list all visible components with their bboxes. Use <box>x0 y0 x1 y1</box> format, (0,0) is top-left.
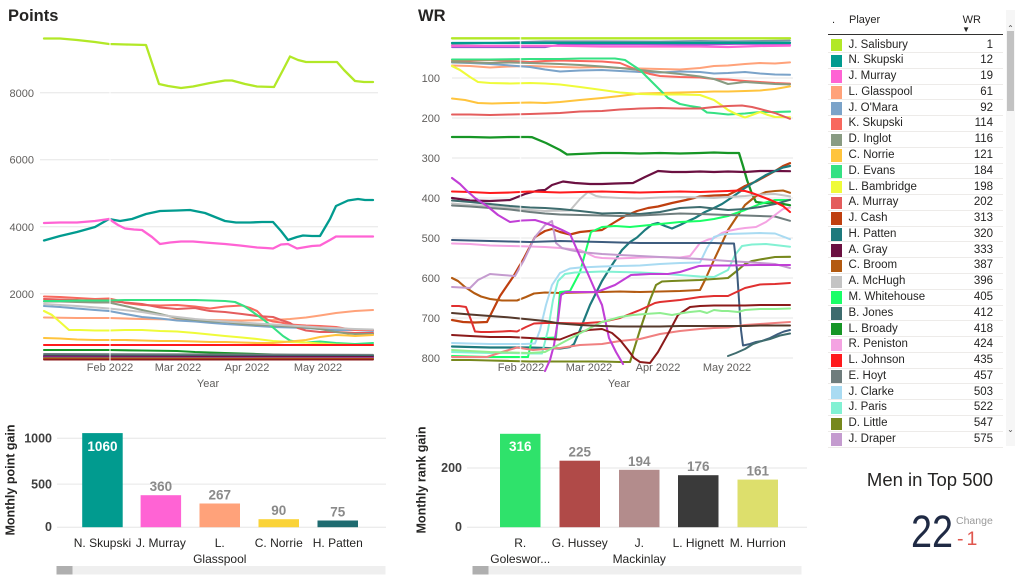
svg-text:1000: 1000 <box>24 432 52 446</box>
svg-text:316: 316 <box>509 439 532 454</box>
svg-text:G. Hussey: G. Hussey <box>552 536 608 550</box>
svg-text:C. Norrie: C. Norrie <box>255 536 303 550</box>
svg-text:4000: 4000 <box>10 222 34 234</box>
svg-text:75: 75 <box>330 505 346 520</box>
svg-text:8000: 8000 <box>10 88 34 100</box>
svg-text:161: 161 <box>746 464 769 479</box>
svg-text:0: 0 <box>45 520 52 534</box>
svg-text:Feb 2022: Feb 2022 <box>498 362 544 374</box>
svg-text:800: 800 <box>422 353 440 365</box>
svg-text:360: 360 <box>150 479 173 494</box>
svg-text:Goleswor...: Goleswor... <box>490 552 550 566</box>
svg-text:200: 200 <box>422 113 440 125</box>
svg-text:0: 0 <box>455 520 462 534</box>
svg-text:Mar 2022: Mar 2022 <box>566 362 612 374</box>
svg-text:J. Murray: J. Murray <box>136 536 186 550</box>
svg-text:Monthly point gain: Monthly point gain <box>4 424 18 535</box>
svg-text:176: 176 <box>687 459 710 474</box>
svg-text:Year: Year <box>608 378 631 390</box>
svg-text:May 2022: May 2022 <box>294 362 342 374</box>
svg-text:6000: 6000 <box>10 155 34 167</box>
svg-text:90: 90 <box>271 503 286 518</box>
svg-text:L. Hignett: L. Hignett <box>673 536 725 550</box>
svg-text:700: 700 <box>422 313 440 325</box>
svg-text:Feb 2022: Feb 2022 <box>87 362 133 374</box>
svg-text:1060: 1060 <box>87 439 117 454</box>
svg-text:H. Patten: H. Patten <box>313 536 363 550</box>
svg-text:Apr 2022: Apr 2022 <box>225 362 270 374</box>
svg-text:194: 194 <box>628 454 651 469</box>
svg-text:Glasspool: Glasspool <box>193 552 246 566</box>
svg-text:Monthly rank gain: Monthly rank gain <box>415 427 429 534</box>
svg-text:300: 300 <box>422 153 440 165</box>
svg-text:225: 225 <box>568 445 591 460</box>
svg-text:L.: L. <box>215 536 225 550</box>
svg-text:Mackinlay: Mackinlay <box>613 552 666 566</box>
svg-text:Apr 2022: Apr 2022 <box>636 362 681 374</box>
svg-text:600: 600 <box>422 273 440 285</box>
svg-text:J.: J. <box>635 536 644 550</box>
svg-text:R.: R. <box>514 536 526 550</box>
svg-text:Year: Year <box>197 378 220 390</box>
svg-text:100: 100 <box>422 73 440 85</box>
svg-text:400: 400 <box>422 193 440 205</box>
svg-text:500: 500 <box>422 233 440 245</box>
svg-text:2000: 2000 <box>10 289 34 301</box>
svg-text:267: 267 <box>208 487 231 502</box>
svg-text:200: 200 <box>441 461 462 475</box>
svg-text:N. Skupski: N. Skupski <box>74 536 131 550</box>
svg-text:500: 500 <box>31 477 52 491</box>
svg-text:May 2022: May 2022 <box>703 362 751 374</box>
svg-text:Mar 2022: Mar 2022 <box>155 362 201 374</box>
svg-text:M. Hurrion: M. Hurrion <box>730 536 786 550</box>
